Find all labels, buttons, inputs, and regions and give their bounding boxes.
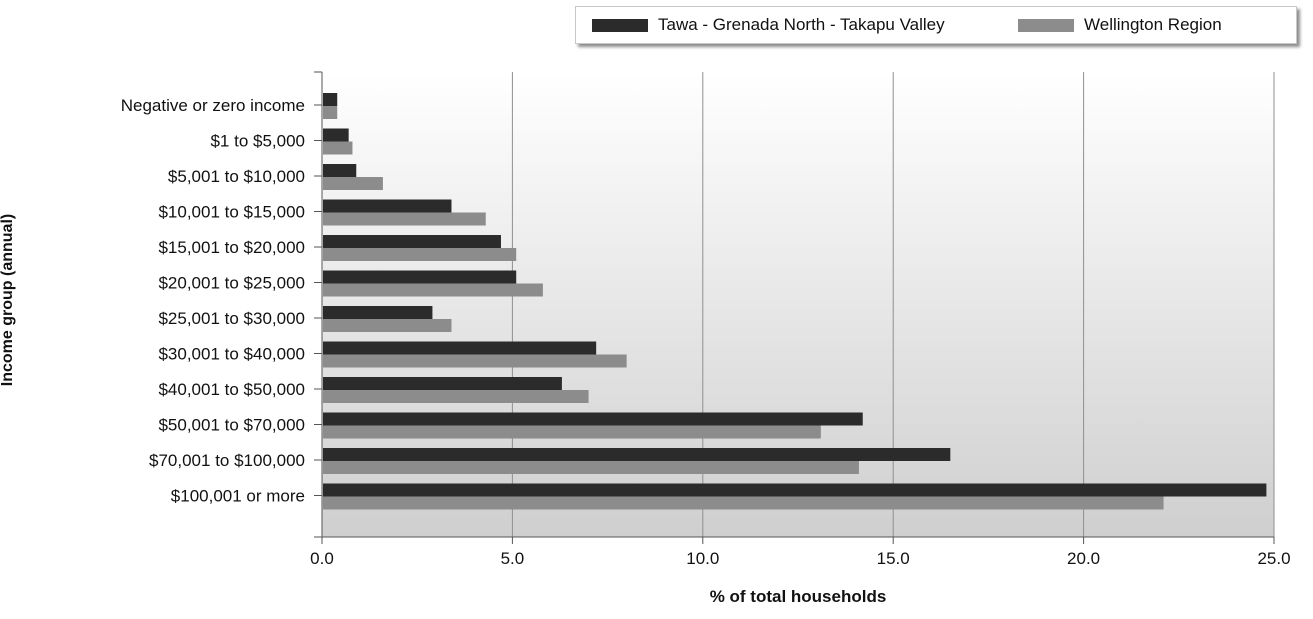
x-tick-label: 5.0 (501, 549, 525, 568)
legend-swatch-series-2 (1018, 18, 1074, 32)
legend-label-series-1: Tawa - Grenada North - Takapu Valley (658, 15, 945, 34)
y-tick-label: $15,001 to $20,000 (158, 238, 305, 257)
bar-series-2 (323, 212, 486, 226)
bar-series-1 (323, 235, 501, 248)
x-axis-title: % of total households (709, 587, 887, 606)
legend: Tawa - Grenada North - Takapu Valley Wel… (575, 6, 1297, 44)
x-tick-label: 10.0 (686, 549, 719, 568)
x-tick-label: 0.0 (310, 549, 334, 568)
bar-series-1 (323, 128, 349, 142)
bar-series-2 (323, 354, 627, 368)
y-axis-title: Income group (annual) (0, 213, 16, 387)
bar-series-2 (323, 283, 543, 297)
y-tick-label: $25,001 to $30,000 (158, 309, 305, 328)
x-tick-label: 20.0 (1067, 549, 1100, 568)
y-tick-label: $40,001 to $50,000 (158, 380, 305, 399)
x-tick-label: 25.0 (1257, 549, 1290, 568)
bar-series-1 (323, 448, 951, 461)
bar-series-2 (323, 319, 452, 332)
y-tick-label: $1 to $5,000 (210, 132, 305, 151)
y-tick-label: $100,001 or more (171, 487, 305, 506)
bar-series-1 (323, 93, 338, 106)
y-axis-title-wrap: Income group (annual) (0, 214, 30, 386)
legend-label-series-2: Wellington Region (1084, 15, 1222, 34)
bar-series-2 (323, 248, 517, 261)
bar-series-1 (323, 306, 433, 319)
y-tick-label: $20,001 to $25,000 (158, 274, 305, 293)
bar-series-1 (323, 377, 562, 390)
bar-series-2 (323, 425, 821, 439)
bar-series-2 (323, 106, 338, 119)
bar-series-2 (323, 461, 859, 474)
bar-series-2 (323, 390, 589, 403)
y-tick-label: $10,001 to $15,000 (158, 203, 305, 222)
bar-series-1 (323, 199, 452, 213)
x-tick-label: 15.0 (877, 549, 910, 568)
y-tick-label: $5,001 to $10,000 (168, 167, 305, 186)
bar-series-1 (323, 270, 517, 284)
y-tick-label: Negative or zero income (121, 96, 305, 115)
bar-series-1 (323, 483, 1267, 497)
bar-series-2 (323, 141, 353, 155)
y-tick-label: $50,001 to $70,000 (158, 416, 305, 435)
legend-item-series-1: Tawa - Grenada North - Takapu Valley (592, 7, 945, 43)
y-tick-label: $70,001 to $100,000 (149, 451, 305, 470)
bar-series-1 (323, 341, 597, 355)
legend-swatch-series-1 (592, 18, 648, 32)
legend-item-series-2: Wellington Region (1018, 7, 1222, 43)
bar-series-2 (323, 496, 1164, 510)
bar-series-2 (323, 177, 383, 190)
bar-series-1 (323, 164, 357, 177)
bar-series-1 (323, 412, 863, 426)
y-tick-label: $30,001 to $40,000 (158, 345, 305, 364)
